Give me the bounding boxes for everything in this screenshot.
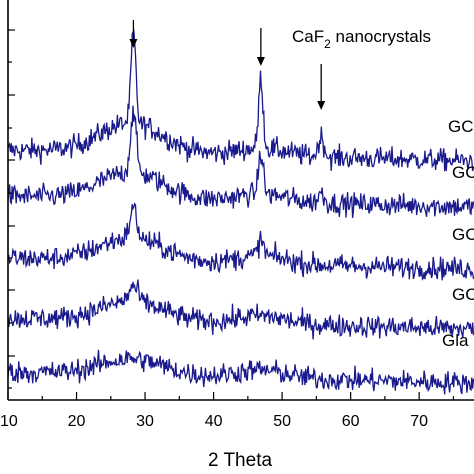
xrd-curve-3: [7, 202, 474, 281]
xrd-curve-5: [7, 349, 474, 395]
peak-arrow-head-2: [256, 57, 265, 66]
curve-label-5: Gla: [442, 331, 469, 350]
curve-labels: GC GC GC GC Gla: [442, 117, 474, 350]
annotation-caf2-nanocrystals: CaF2 nanocrystals: [292, 27, 431, 51]
curve-label-4: GC: [452, 285, 474, 304]
x-tick-label-60: 60: [342, 413, 360, 430]
curve-label-1: GC: [448, 117, 474, 136]
peak-arrow-head-3: [317, 101, 326, 110]
x-tick-label-50: 50: [273, 413, 291, 430]
peak-arrow-head-1: [129, 39, 138, 48]
axes: 10 20 30 40 50 60 70: [0, 0, 474, 430]
xrd-curve-2: [7, 105, 474, 218]
x-tick-label-40: 40: [205, 413, 223, 430]
diffraction-curves: [7, 29, 474, 395]
xrd-curve-1: [7, 29, 474, 172]
x-tick-label-10: 10: [0, 413, 18, 430]
xrd-curve-4: [7, 279, 474, 340]
curve-label-2: GC: [452, 163, 474, 182]
x-tick-label-70: 70: [410, 413, 428, 430]
x-tick-label-30: 30: [136, 413, 154, 430]
peak-arrows: [129, 20, 326, 110]
x-axis-title: 2 Theta: [208, 450, 273, 471]
x-tick-label-20: 20: [68, 413, 86, 430]
curve-label-3: GC: [452, 225, 474, 244]
